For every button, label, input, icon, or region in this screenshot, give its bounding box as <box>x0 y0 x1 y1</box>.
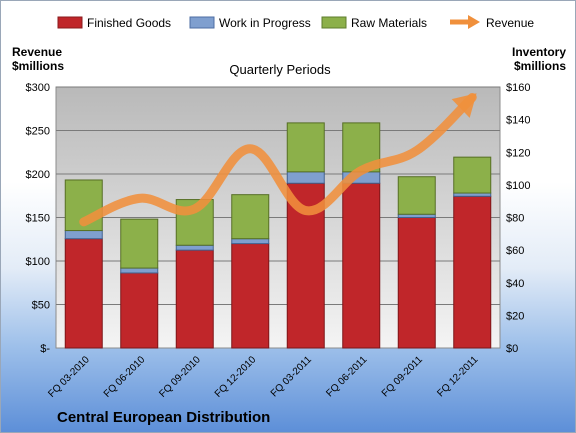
left-tick-label: $150 <box>26 213 50 225</box>
bar-raw-materials <box>286 122 325 173</box>
legend: Finished Goods Work in Progress Raw Mate… <box>57 15 534 30</box>
left-tick-label: $300 <box>26 82 50 94</box>
x-tick-label: FQ 12-2010 <box>213 354 259 400</box>
right-tick-label: $100 <box>506 180 530 192</box>
bar-finished-goods <box>175 249 214 349</box>
legend-label-raw-materials: Raw Materials <box>351 16 427 30</box>
revenue-line <box>79 92 477 227</box>
right-tick-label: $20 <box>506 310 524 322</box>
right-tick-label: $140 <box>506 115 530 127</box>
left-tick-label: $200 <box>26 169 50 181</box>
x-tick-label: FQ 09-2011 <box>380 354 425 399</box>
right-tick-label: $0 <box>506 343 518 355</box>
x-tick-label: FQ 06-2010 <box>102 354 148 400</box>
right-tick-label: $60 <box>506 245 524 257</box>
bar-work-in-progress <box>286 171 325 184</box>
bar-raw-materials <box>175 199 214 246</box>
legend-swatch-revenue <box>450 15 480 29</box>
bar-raw-materials <box>120 218 159 269</box>
bar-raw-materials <box>231 194 270 240</box>
right-tick-label: $80 <box>506 213 524 225</box>
bar-work-in-progress <box>64 230 103 240</box>
revenue-line-layer <box>79 92 477 227</box>
x-tick-label: FQ 09-2010 <box>157 354 203 400</box>
legend-label-revenue: Revenue <box>486 16 534 30</box>
bar-finished-goods <box>231 243 270 349</box>
left-axis-label-line1: Revenue <box>12 45 62 59</box>
bar-finished-goods <box>120 272 159 349</box>
right-tick-label: $160 <box>506 82 530 94</box>
bar-finished-goods <box>397 217 436 349</box>
bar-finished-goods <box>64 238 103 349</box>
left-axis-ticks: $- $50 $100 $150 $200 $250 $300 <box>26 82 51 355</box>
left-tick-label: $50 <box>32 300 50 312</box>
x-tick-label: FQ 03-2011 <box>269 354 314 399</box>
bar-finished-goods <box>453 195 492 349</box>
right-tick-label: $40 <box>506 278 524 290</box>
x-tick-label: FQ 12-2011 <box>435 354 480 399</box>
bar-raw-materials <box>397 176 436 215</box>
bar-work-in-progress <box>120 267 159 274</box>
right-axis-ticks: $0 $20 $40 $60 $80 $100 $120 $140 $160 <box>506 82 530 355</box>
right-axis-label-line1: Inventory <box>512 45 566 59</box>
x-axis-ticks: FQ 03-2010 FQ 06-2010 FQ 09-2010 FQ 12-2010… <box>46 354 480 400</box>
legend-swatch-finished-goods <box>57 16 83 29</box>
revenue-arrowhead <box>451 93 477 118</box>
right-tick-label: $120 <box>506 147 530 159</box>
company-title: Central European Distribution <box>57 409 270 426</box>
x-tick-label: FQ 06-2011 <box>324 354 369 399</box>
bars <box>64 122 492 349</box>
left-tick-label: $- <box>40 343 50 355</box>
legend-label-work-in-progress: Work in Progress <box>219 16 311 30</box>
x-tick-label: FQ 03-2010 <box>46 354 92 400</box>
bar-work-in-progress <box>175 244 214 251</box>
chart-title: Quarterly Periods <box>229 62 331 77</box>
right-axis-label-line2: $millions <box>514 59 566 73</box>
bar-work-in-progress <box>231 238 270 245</box>
bar-raw-materials <box>64 179 103 232</box>
left-tick-label: $100 <box>26 256 50 268</box>
left-tick-label: $250 <box>26 126 50 138</box>
legend-swatch-work-in-progress <box>189 16 215 29</box>
bar-finished-goods <box>342 182 381 349</box>
legend-label-finished-goods: Finished Goods <box>87 16 171 30</box>
legend-swatch-raw-materials <box>321 16 347 29</box>
left-axis-label-line2: $millions <box>12 59 64 73</box>
bar-raw-materials <box>453 156 492 194</box>
